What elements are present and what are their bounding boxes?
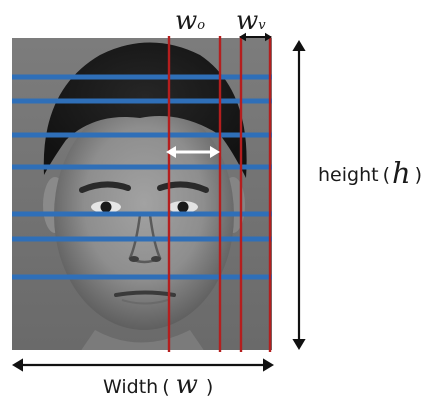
height-arrow-head-top [292, 40, 306, 51]
horizontal-stripes [12, 74, 272, 280]
stripe-gap-arrow-head-left [166, 146, 176, 158]
stripe-gap-arrow-head-right [210, 146, 220, 158]
height-arrow [292, 40, 306, 350]
vertical-stripes [167, 36, 272, 352]
label-height: height (h) [318, 156, 422, 190]
label-w-v: wv [236, 6, 266, 36]
label-width: Width(w) [103, 370, 213, 400]
stripe-gap-arrow [166, 146, 220, 158]
wv-arrow [239, 32, 272, 42]
wv-arrow-head-left [239, 32, 246, 42]
width-arrow-head-left [12, 358, 23, 372]
height-arrow-head-bottom [292, 339, 306, 350]
label-w-o: wo [175, 6, 205, 36]
width-arrow-head-right [263, 358, 274, 372]
wv-arrow-head-right [265, 32, 272, 42]
face-photo [12, 38, 272, 350]
width-arrow [12, 358, 274, 372]
